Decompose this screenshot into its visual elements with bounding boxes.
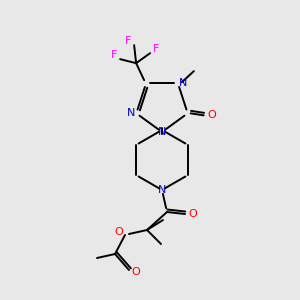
Text: F: F	[111, 50, 117, 60]
Text: O: O	[132, 267, 140, 277]
Text: O: O	[207, 110, 216, 120]
Text: N: N	[179, 78, 187, 88]
Text: O: O	[114, 227, 123, 237]
Text: N: N	[127, 108, 135, 118]
Text: N: N	[158, 185, 166, 195]
Text: F: F	[125, 36, 131, 46]
Text: N: N	[158, 127, 166, 137]
Text: F: F	[153, 44, 159, 54]
Text: O: O	[189, 209, 197, 219]
